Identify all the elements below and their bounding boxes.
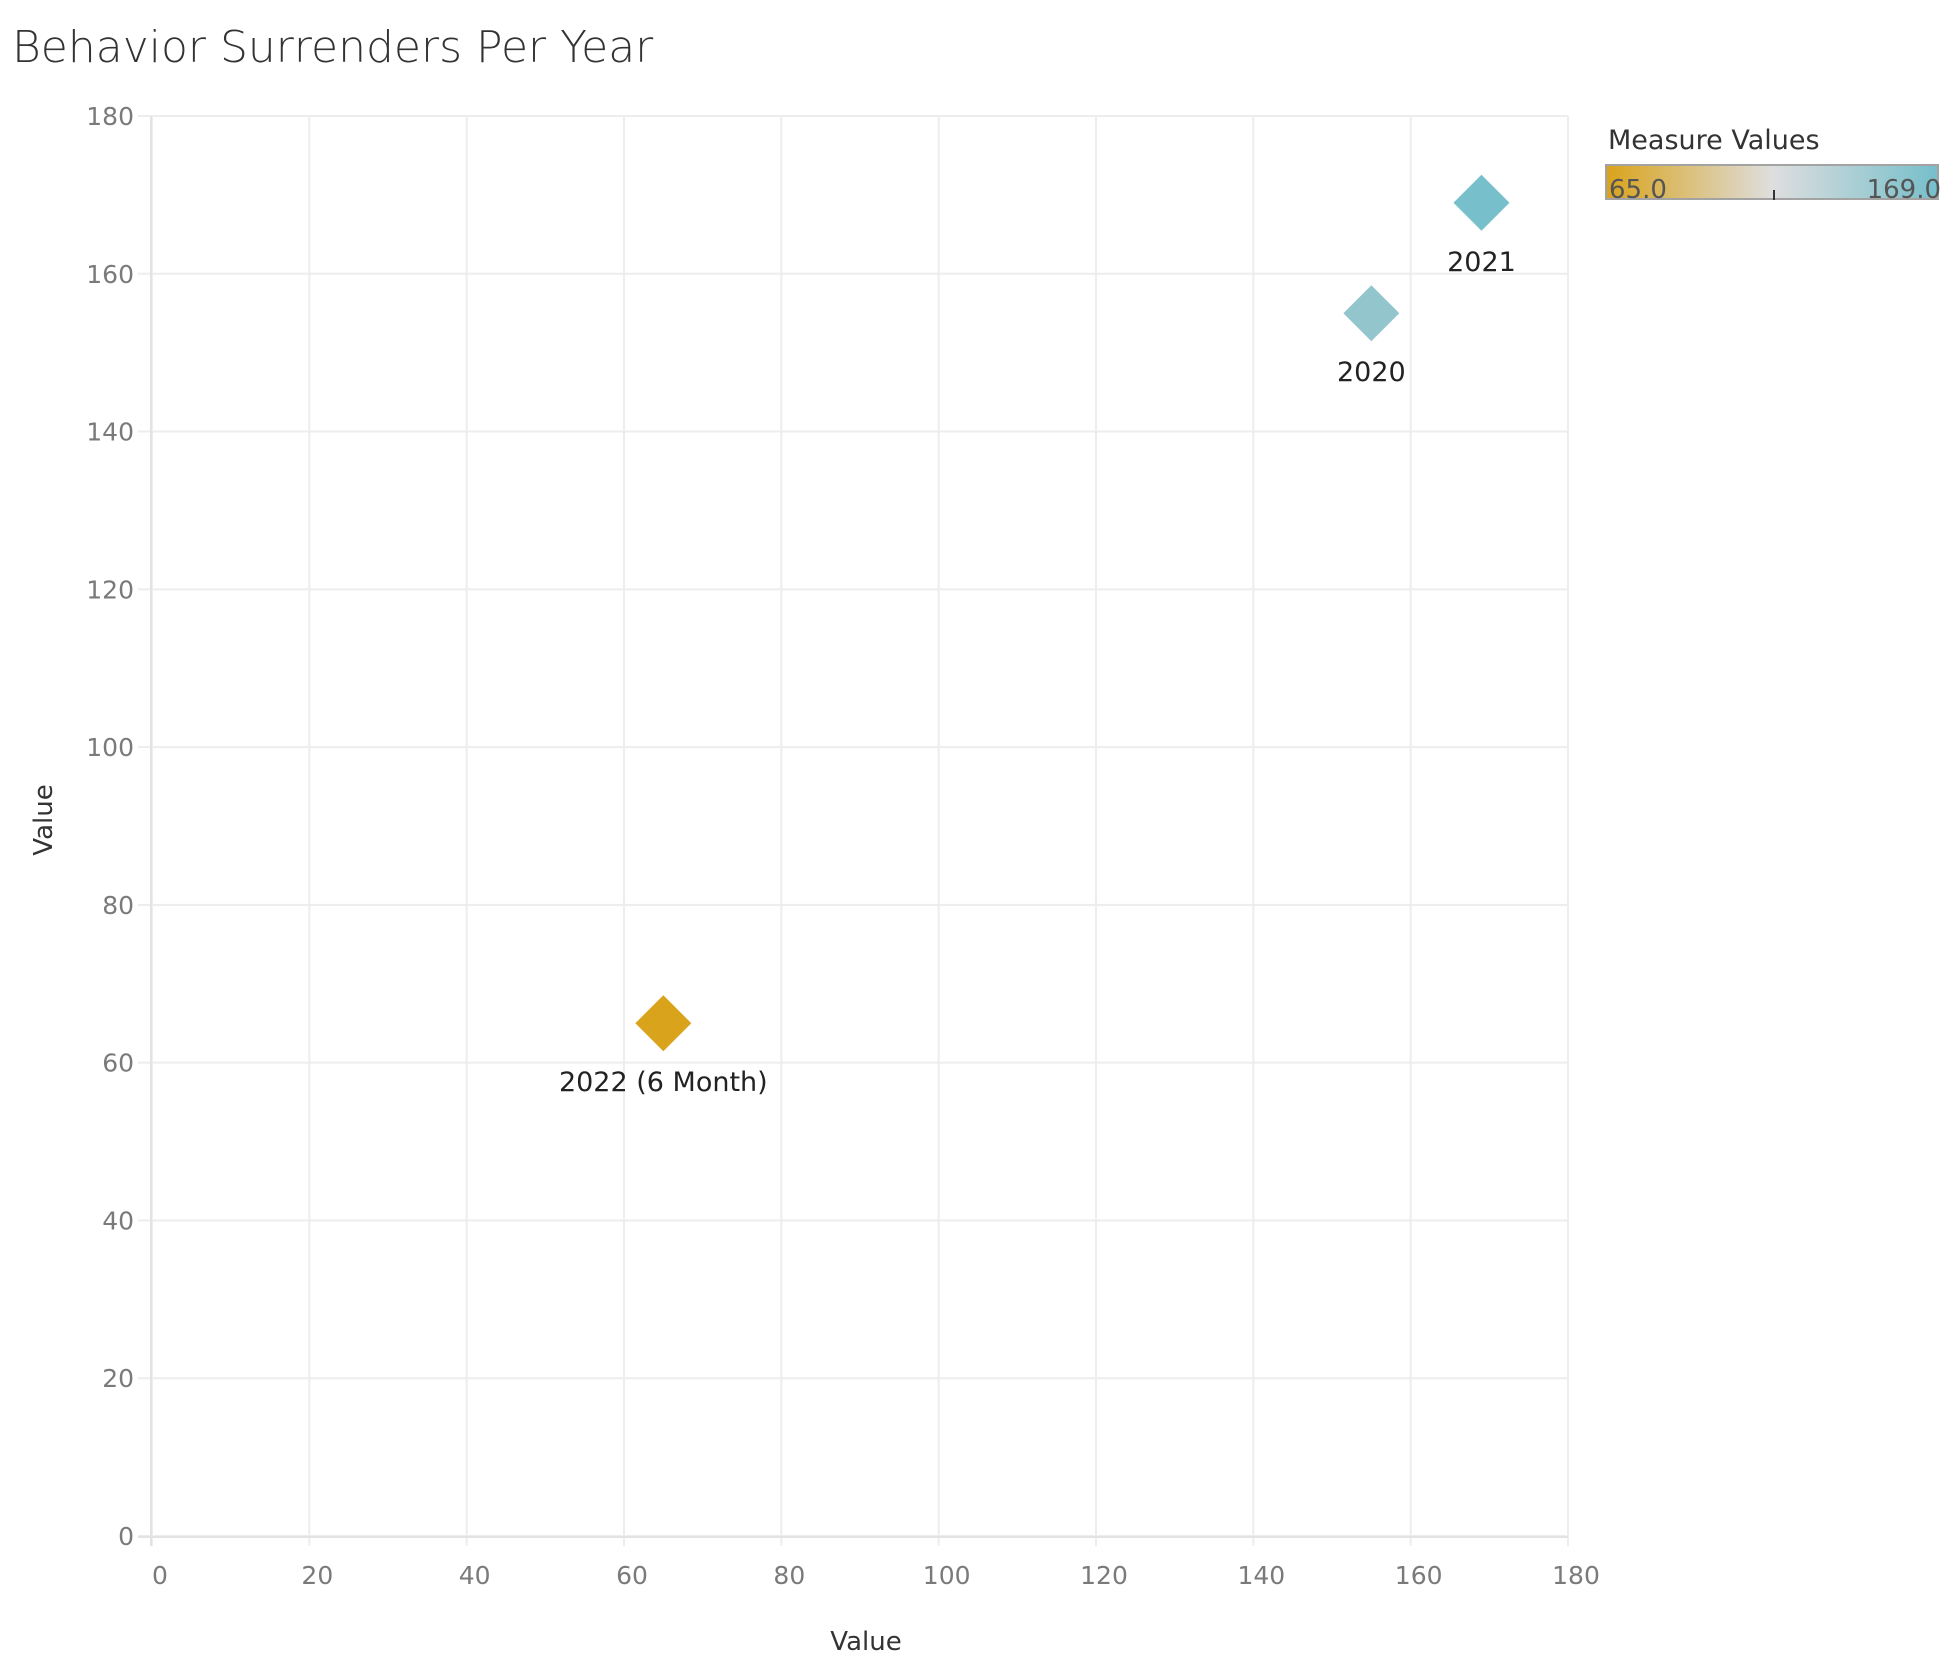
- x-tick-label: 60: [616, 1561, 648, 1590]
- x-tick-label: 40: [459, 1561, 491, 1590]
- y-tick-label: 20: [102, 1364, 134, 1393]
- legend-min-label: 65.0: [1609, 175, 1667, 205]
- x-tick-label: 0: [152, 1561, 168, 1590]
- x-tick-label: 120: [1080, 1561, 1128, 1590]
- x-tick-label: 100: [923, 1561, 971, 1590]
- data-point-label: 2022 (6 Month): [559, 1067, 768, 1098]
- y-tick-label: 0: [118, 1522, 134, 1551]
- y-tick-label: 60: [102, 1049, 134, 1078]
- y-tick-label: 180: [86, 102, 134, 131]
- tick-labels: 0 20 40 60 80 100 120 140 160 180 0 20 40 60 80 100 120 1…: [86, 102, 1600, 1590]
- data-points: 2020 2021 2022 (6 Month): [559, 174, 1516, 1098]
- data-point-label: 2020: [1337, 357, 1406, 388]
- y-tick-label: 160: [86, 260, 134, 289]
- y-tick-label: 140: [86, 418, 134, 447]
- data-point-diamond: [1343, 285, 1400, 342]
- chart-title: Behavior Surrenders Per Year: [12, 22, 654, 73]
- grid: [138, 115, 1569, 1546]
- data-point-diamond: [1453, 174, 1510, 231]
- y-tick-label: 40: [102, 1206, 134, 1235]
- data-point-diamond: [635, 995, 692, 1052]
- y-tick-label: 120: [86, 575, 134, 604]
- x-tick-label: 140: [1237, 1561, 1285, 1590]
- y-tick-label: 80: [102, 891, 134, 920]
- x-tick-label: 160: [1395, 1561, 1443, 1590]
- y-axis-title: Value: [29, 784, 59, 855]
- color-legend: Measure Values 65.0 169.0: [1605, 125, 1945, 205]
- legend-tick-mark: [1773, 190, 1775, 200]
- legend-title: Measure Values: [1608, 125, 1820, 156]
- legend-max-label: 169.0: [1866, 175, 1941, 205]
- x-tick-label: 80: [773, 1561, 805, 1590]
- data-point-label: 2021: [1447, 247, 1516, 278]
- x-tick-label: 20: [301, 1561, 333, 1590]
- x-tick-label: 180: [1552, 1561, 1600, 1590]
- legend-gradient-bar: [1605, 164, 1939, 200]
- x-axis-title: Value: [830, 1627, 901, 1657]
- y-tick-label: 100: [86, 733, 134, 762]
